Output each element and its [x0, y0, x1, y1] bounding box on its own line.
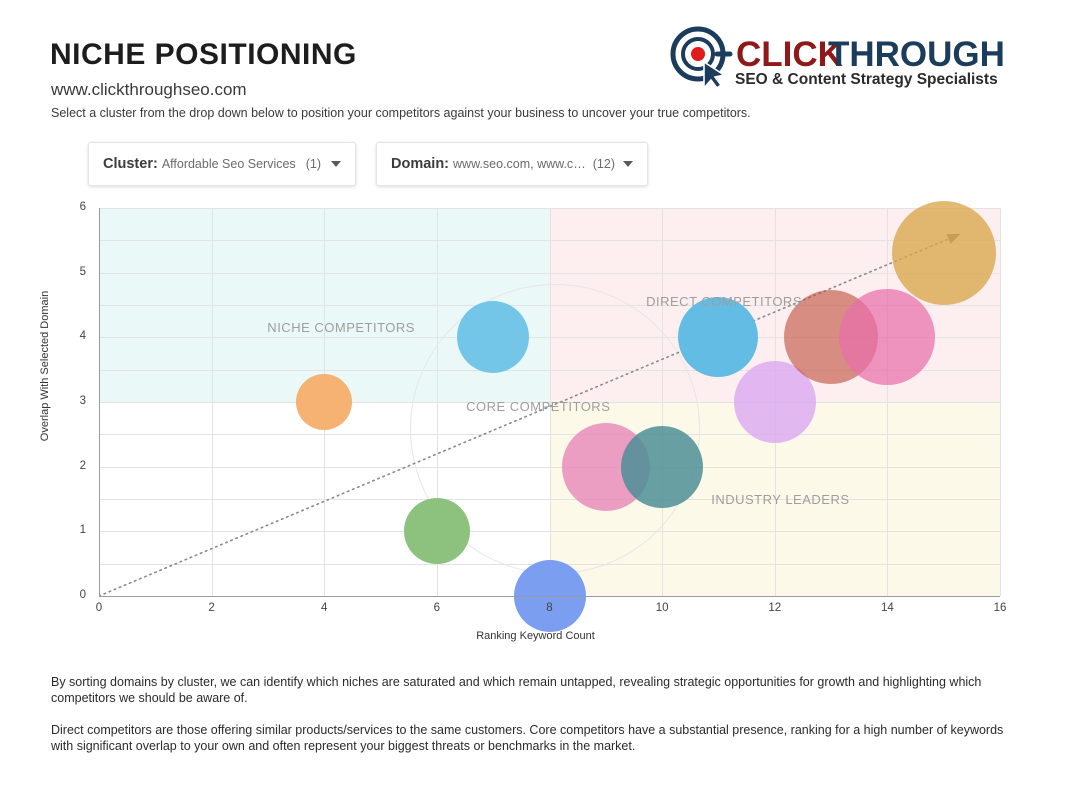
domain-dropdown-value: www.seo.com, www.code…	[453, 157, 587, 171]
y-tick-label: 2	[79, 459, 86, 472]
y-tick-label: 5	[79, 265, 86, 278]
page-header: NICHE POSITIONING www.clickthroughseo.co…	[0, 0, 1071, 130]
quadrant-label-direct-competitors: DIRECT COMPETITORS	[646, 293, 802, 309]
niche-positioning-chart: NICHE COMPETITORS DIRECT COMPETITORS CORE …	[0, 190, 1071, 670]
cluster-dropdown-label: Cluster	[103, 156, 153, 172]
gridline-horizontal	[99, 240, 1000, 242]
bubble-point[interactable]	[621, 425, 704, 508]
bubble-point[interactable]	[678, 297, 759, 378]
footer-paragraph-2: Direct competitors are those offering si…	[51, 723, 1004, 753]
x-tick-label: 10	[655, 602, 669, 614]
bubble-point[interactable]	[891, 201, 996, 306]
quadrant-label-core-competitors: CORE COMPETITORS	[466, 398, 611, 414]
quadrant-label-niche-competitors: NICHE COMPETITORS	[267, 319, 415, 335]
logo-tagline: SEO & Content Strategy Specialists	[735, 71, 998, 88]
domain-dropdown-label: Domain	[391, 156, 445, 172]
logo-word-through: THROUGH	[828, 35, 1005, 74]
y-tick-label: 3	[79, 395, 86, 407]
quadrant-label-industry-leaders: INDUSTRY LEADERS	[711, 492, 850, 508]
gridline-horizontal	[99, 272, 1000, 274]
y-tick-label: 0	[79, 589, 86, 601]
x-tick-label: 2	[208, 602, 215, 614]
x-tick-label: 12	[768, 602, 782, 614]
clickthrough-logo: CLICK THROUGH SEO & Content Strategy Spe…	[668, 26, 1008, 88]
x-tick-label: 14	[880, 602, 894, 614]
logo-target-icon	[670, 26, 733, 88]
x-tick-label: 4	[321, 602, 328, 614]
gridline-horizontal	[99, 208, 1000, 209]
trendline-path	[99, 233, 962, 596]
y-axis-line	[99, 208, 100, 596]
y-tick-label: 6	[79, 201, 86, 213]
y-axis-title: Overlap With Selected Domain	[39, 290, 51, 442]
x-tick-label: 6	[433, 602, 441, 614]
bubble-point[interactable]	[403, 498, 470, 565]
page-title: NICHE POSITIONING	[50, 38, 357, 71]
cluster-dropdown-value: Affordable Seo Services	[161, 157, 296, 171]
chevron-down-icon[interactable]	[331, 161, 341, 167]
x-axis-line	[99, 596, 1000, 597]
x-tick-label: 16	[993, 602, 1007, 614]
cluster-dropdown[interactable]: Cluster : Affordable Seo Services (1)	[88, 142, 356, 186]
domain-dropdown-colon: :	[444, 156, 450, 172]
bubble-point[interactable]	[296, 374, 353, 430]
footer-paragraph-1: By sorting domains by cluster, we can id…	[51, 675, 982, 705]
bubble-point[interactable]	[839, 289, 936, 386]
bubble-point[interactable]	[457, 301, 530, 374]
x-tick-label: 8	[546, 602, 553, 614]
site-url: www.clickthroughseo.com	[51, 80, 247, 99]
chevron-down-icon[interactable]	[623, 161, 633, 167]
plot-area: NICHE COMPETITORS DIRECT COMPETITORS CORE …	[99, 201, 1001, 632]
y-tick-label: 4	[79, 330, 86, 343]
domain-dropdown-count: (12)	[592, 157, 615, 171]
y-tick-label: 1	[79, 524, 86, 537]
gridline-vertical	[1000, 208, 1001, 596]
x-tick-label: 0	[95, 602, 103, 614]
x-axis-title: Ranking Keyword Count	[476, 630, 595, 642]
domain-dropdown[interactable]: Domain : www.seo.com, www.code… (12)	[376, 142, 648, 186]
logo-word-click: CLICK	[736, 35, 843, 74]
footer-description: By sorting domains by cluster, we can id…	[51, 674, 1021, 770]
instruction-text: Select a cluster from the drop down belo…	[51, 106, 751, 120]
cluster-dropdown-count: (1)	[305, 157, 321, 171]
cluster-dropdown-colon: :	[152, 156, 158, 172]
